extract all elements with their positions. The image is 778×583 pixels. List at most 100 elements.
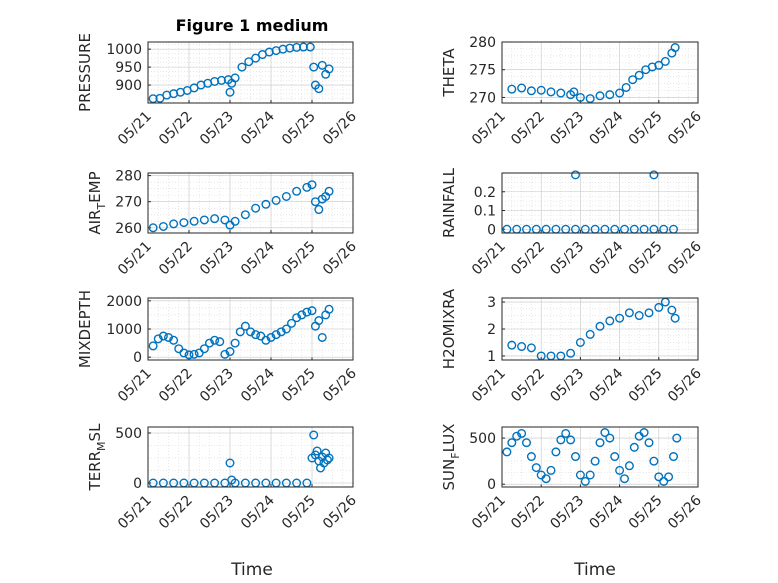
y-axis-label: H2OMIXRA bbox=[440, 288, 458, 369]
data-point bbox=[309, 430, 319, 440]
data-point bbox=[266, 332, 276, 342]
data-point bbox=[215, 337, 225, 347]
data-point bbox=[615, 465, 625, 475]
y-tick-label: 260 bbox=[115, 221, 142, 237]
axes-box bbox=[501, 41, 699, 104]
data-point bbox=[634, 311, 644, 321]
axes-box bbox=[147, 426, 354, 488]
data-point bbox=[649, 456, 659, 466]
data-point bbox=[566, 348, 576, 358]
data-point bbox=[615, 313, 625, 323]
data-point bbox=[664, 472, 674, 482]
data-point bbox=[261, 199, 271, 209]
axes-box bbox=[501, 426, 699, 488]
data-point bbox=[595, 438, 605, 448]
data-point bbox=[522, 438, 532, 448]
data-point bbox=[230, 216, 240, 226]
y-tick-label: 280 bbox=[469, 35, 496, 51]
data-point bbox=[517, 342, 527, 352]
data-point bbox=[204, 338, 214, 348]
y-axis-label: TERRMSL bbox=[86, 423, 108, 492]
data-point bbox=[158, 331, 168, 341]
data-point bbox=[312, 446, 322, 456]
data-point bbox=[585, 94, 595, 104]
data-point bbox=[322, 455, 332, 465]
data-point bbox=[575, 337, 585, 347]
data-point bbox=[624, 308, 634, 318]
data-point bbox=[620, 474, 630, 484]
data-point bbox=[225, 347, 235, 357]
data-point bbox=[590, 456, 600, 466]
data-point bbox=[271, 330, 281, 340]
data-point bbox=[654, 302, 664, 312]
x-axis-label-right: Time bbox=[573, 560, 616, 580]
y-tick-label: 280 bbox=[115, 169, 142, 185]
data-point bbox=[210, 214, 220, 224]
data-point bbox=[292, 186, 302, 196]
data-point bbox=[621, 82, 631, 92]
y-axis-label: MIXDEPTH bbox=[76, 290, 94, 368]
data-point bbox=[216, 75, 226, 85]
data-point bbox=[298, 42, 308, 52]
axes-box bbox=[501, 297, 699, 361]
data-point bbox=[244, 57, 254, 67]
data-point bbox=[235, 327, 245, 337]
data-point bbox=[271, 195, 281, 205]
data-point bbox=[585, 470, 595, 480]
data-point bbox=[624, 461, 634, 471]
data-point bbox=[237, 62, 247, 72]
y-tick-label: 270 bbox=[115, 195, 142, 211]
data-point bbox=[179, 348, 189, 358]
data-point bbox=[189, 216, 199, 226]
data-point bbox=[580, 476, 590, 486]
data-point bbox=[610, 452, 620, 462]
data-point bbox=[199, 215, 209, 225]
y-tick-label: 270 bbox=[469, 90, 496, 106]
data-point bbox=[526, 86, 536, 96]
data-point bbox=[507, 84, 517, 94]
data-point bbox=[220, 215, 230, 225]
data-point bbox=[297, 310, 307, 320]
data-point bbox=[644, 438, 654, 448]
data-point bbox=[230, 338, 240, 348]
data-point bbox=[670, 313, 680, 323]
y-tick-label: 1000 bbox=[106, 322, 142, 338]
figure-title: Figure 1 medium bbox=[176, 16, 329, 35]
data-point bbox=[654, 60, 664, 70]
y-tick-label: 1 bbox=[487, 349, 496, 365]
data-point bbox=[287, 318, 297, 328]
data-point bbox=[292, 42, 302, 52]
data-point bbox=[225, 458, 235, 468]
data-point bbox=[251, 203, 261, 213]
data-point bbox=[556, 88, 566, 98]
data-point bbox=[324, 453, 334, 463]
data-point bbox=[507, 340, 517, 350]
data-point bbox=[595, 321, 605, 331]
data-point bbox=[314, 316, 324, 326]
data-point bbox=[556, 435, 566, 445]
data-point bbox=[251, 53, 261, 63]
y-tick-label: 2000 bbox=[106, 294, 142, 310]
data-point bbox=[324, 64, 334, 74]
y-tick-label: 275 bbox=[469, 63, 496, 79]
data-point bbox=[148, 341, 158, 351]
data-point bbox=[605, 433, 615, 443]
data-point bbox=[649, 170, 659, 180]
data-point bbox=[276, 327, 286, 337]
data-point bbox=[600, 428, 610, 438]
data-point bbox=[667, 305, 677, 315]
data-point bbox=[595, 91, 605, 101]
data-point bbox=[669, 452, 679, 462]
data-point bbox=[230, 73, 240, 83]
data-point bbox=[240, 321, 250, 331]
axes-box bbox=[501, 172, 699, 234]
data-point bbox=[189, 349, 199, 359]
data-point bbox=[251, 330, 261, 340]
data-point bbox=[307, 306, 317, 316]
data-point bbox=[281, 324, 291, 334]
y-tick-label: 0 bbox=[487, 222, 496, 238]
data-point bbox=[517, 83, 527, 93]
data-point bbox=[317, 332, 327, 342]
data-point bbox=[314, 205, 324, 215]
